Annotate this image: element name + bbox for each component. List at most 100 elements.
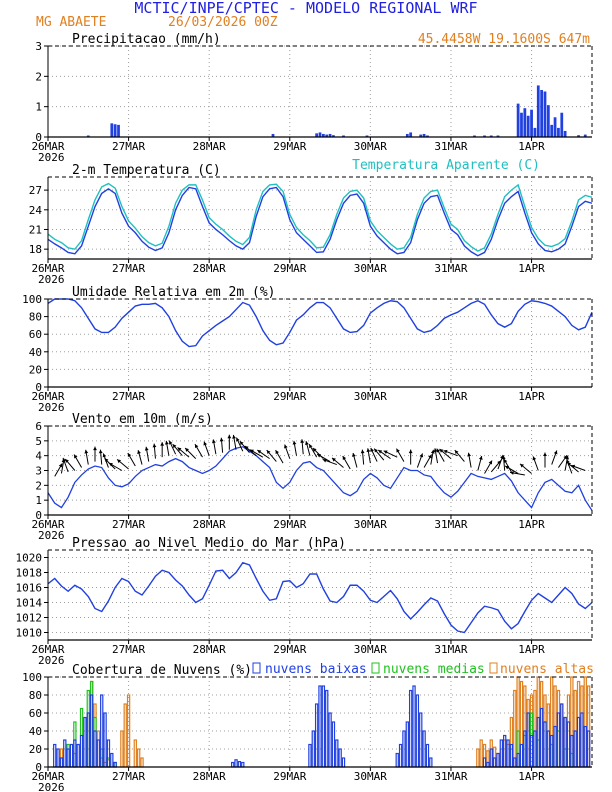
wind-arrow-head xyxy=(433,448,438,453)
clouds-panel-title: Cobertura de Nuvens (%) xyxy=(72,663,252,678)
cloud-bar-baixas xyxy=(96,739,101,768)
precip-bar xyxy=(520,112,523,137)
wind-ytick-label: 2 xyxy=(35,479,42,492)
wind-arrow-head xyxy=(510,471,514,475)
wind-ytick-label: 5 xyxy=(35,435,42,448)
wind-arrow-head xyxy=(98,449,103,454)
wind-arrow-head xyxy=(74,454,78,459)
temp-legend: Temperatura Aparente (C) xyxy=(352,158,540,173)
cloud-bar-baixas xyxy=(489,748,493,768)
wind-arrow-head xyxy=(244,446,249,450)
cloud-bar-altas xyxy=(479,739,483,768)
cloud-bar-baixas xyxy=(408,689,413,768)
coords-label: 45.4458W 19.1600S 647m xyxy=(418,32,590,47)
wind-arrow-head xyxy=(169,440,173,445)
cloud-bar-baixas xyxy=(425,743,430,768)
cloud-bar-baixas xyxy=(415,694,420,768)
wind-arrow-head xyxy=(219,437,224,442)
precip-bar xyxy=(419,134,423,137)
wind-arrow-head xyxy=(543,452,547,457)
cloud-bar-baixas xyxy=(103,712,107,768)
wind-arrow-head xyxy=(84,449,89,454)
precip-bar xyxy=(560,112,564,137)
wind-speed-line xyxy=(47,446,593,511)
wind-ytick-label: 6 xyxy=(35,420,42,433)
temp-line-apparent xyxy=(47,182,593,252)
precip-bar xyxy=(271,133,275,137)
cloud-legend-baixas-box xyxy=(252,662,261,674)
cloud-bar-baixas xyxy=(86,712,90,768)
rh-xtick-label: 29MAR xyxy=(273,390,306,403)
pressure-ytick-label: 1020 xyxy=(16,552,43,565)
cloud-bar-baixas xyxy=(412,685,416,768)
precip-ytick-label: 2 xyxy=(35,70,42,83)
precip-year-label: 2026 xyxy=(38,151,65,164)
precip-bar xyxy=(117,124,120,137)
clouds-xtick-label: 31MAR xyxy=(434,770,467,783)
wind-arrow-head xyxy=(172,444,177,449)
wind-arrow-head xyxy=(203,441,208,446)
wind-arrow-head xyxy=(117,459,122,464)
temp-xtick-label: 30MAR xyxy=(354,262,387,275)
cloud-bar-altas xyxy=(136,748,141,768)
precip-bar xyxy=(496,135,500,137)
cloud-bar-baixas xyxy=(113,761,117,768)
wind-ytick-label: 4 xyxy=(35,450,42,463)
cloud-bar-baixas xyxy=(560,703,564,768)
wind-arrow-head xyxy=(236,437,240,442)
cloud-bar-baixas xyxy=(338,748,342,768)
wind-arrow-head xyxy=(566,459,570,464)
precip-bar xyxy=(516,103,520,137)
wind-arrow-head xyxy=(249,449,254,454)
rh-xtick-label: 28MAR xyxy=(193,390,226,403)
wind-arrow-head xyxy=(374,448,378,453)
cloud-bar-baixas xyxy=(550,734,554,768)
wind-arrow-head xyxy=(505,465,510,470)
wind-arrow-head xyxy=(370,448,374,452)
clouds-xtick-label: 1APR xyxy=(518,770,545,783)
cloud-bar-baixas xyxy=(318,685,322,768)
wind-arrow-head xyxy=(419,453,424,458)
precip-bar xyxy=(583,134,587,137)
wind-arrow-head xyxy=(322,458,327,463)
precip-bar xyxy=(553,117,557,137)
clouds-ytick-label: 80 xyxy=(29,689,42,702)
precip-xtick-label: 28MAR xyxy=(193,140,226,153)
cloud-bar-baixas xyxy=(405,721,409,768)
wind-arrow-head xyxy=(58,463,63,468)
cloud-bar-altas xyxy=(123,703,127,768)
temp-ytick-label: 24 xyxy=(29,204,43,217)
run-label: 26/03/2026 00Z xyxy=(168,15,278,30)
wind-arrow-head xyxy=(408,449,413,454)
clouds-xtick-label: 26MAR xyxy=(31,770,64,783)
rh-ytick-label: 40 xyxy=(29,346,42,359)
wind-arrow-head xyxy=(430,449,435,454)
cloud-bar-baixas xyxy=(519,743,524,768)
pressure-xtick-label: 28MAR xyxy=(193,643,226,656)
cloud-bar-baixas xyxy=(529,734,534,768)
wind-arrow-head xyxy=(565,455,570,460)
precip-bar xyxy=(318,132,322,137)
wind-arrow-head xyxy=(194,444,199,449)
precip-bar xyxy=(546,105,550,137)
cloud-bar-baixas xyxy=(570,734,574,768)
clouds-ytick-label: 40 xyxy=(29,725,42,738)
cloud-bar-baixas xyxy=(341,757,346,768)
precip-xtick-label: 26MAR xyxy=(31,140,64,153)
temp-ytick-label: 21 xyxy=(29,223,42,236)
cloud-bar-baixas xyxy=(496,752,500,768)
temp-ytick-label: 18 xyxy=(29,243,42,256)
precip-bar xyxy=(426,135,429,137)
wind-arrow-head xyxy=(232,434,236,439)
cloud-bar-baixas xyxy=(59,757,64,768)
wind-arrow-head xyxy=(443,449,448,454)
clouds-ytick-label: 60 xyxy=(29,707,42,720)
wind-arrow-head xyxy=(396,448,400,453)
temp-xtick-label: 26MAR xyxy=(31,262,64,275)
precip-ytick-label: 3 xyxy=(35,40,42,53)
precip-ytick-label: 1 xyxy=(35,101,42,114)
wind-arrow-head xyxy=(284,444,288,449)
precip-bar xyxy=(543,91,547,137)
cloud-bar-baixas xyxy=(402,730,406,768)
